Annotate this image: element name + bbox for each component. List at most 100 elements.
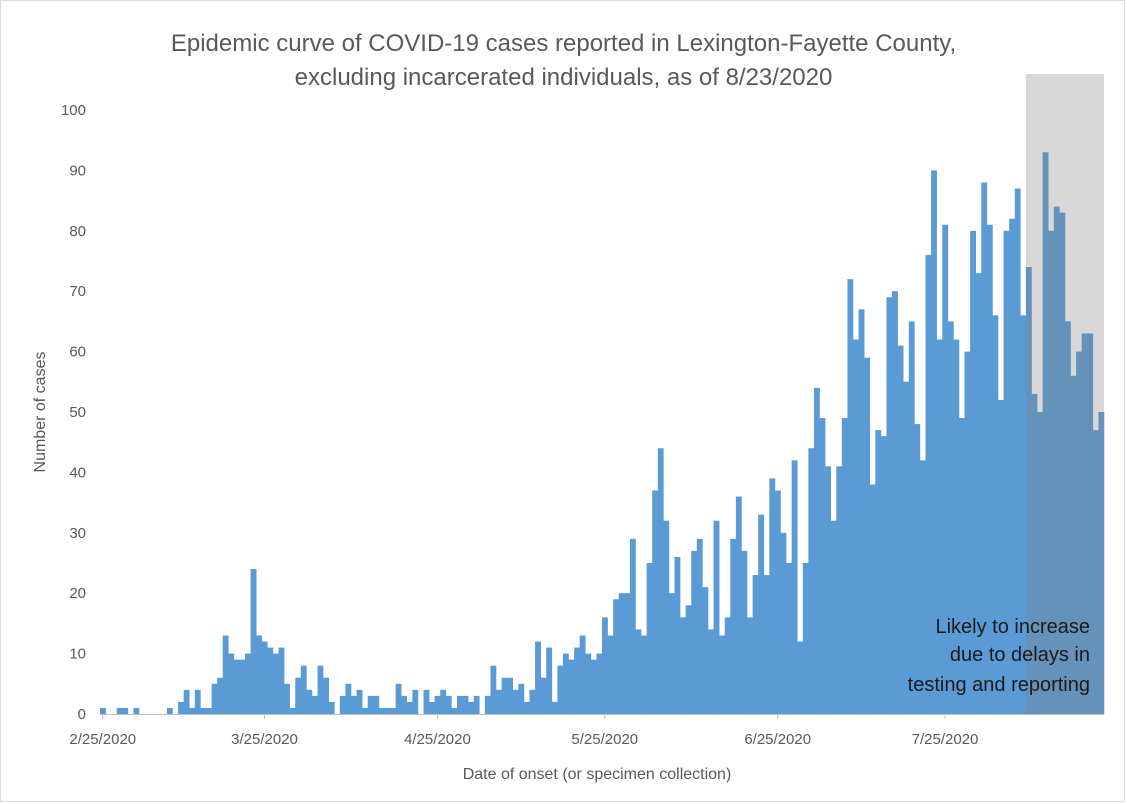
bar <box>808 448 815 714</box>
bar <box>908 321 915 714</box>
bar <box>445 695 452 714</box>
bar <box>780 532 787 714</box>
bar <box>272 653 279 714</box>
bar <box>1081 333 1088 714</box>
bar <box>992 315 999 714</box>
y-tick-label: 0 <box>78 706 86 723</box>
bar <box>529 689 536 714</box>
bar <box>1048 230 1055 715</box>
bar <box>1059 212 1066 714</box>
y-tick-label: 30 <box>69 525 86 542</box>
bar <box>473 695 480 714</box>
bar <box>774 490 781 714</box>
bar <box>841 418 848 714</box>
bar <box>178 701 184 714</box>
bar <box>1092 430 1099 714</box>
bar <box>540 677 547 714</box>
bar <box>551 701 558 714</box>
bar <box>395 683 402 714</box>
bar <box>518 683 525 714</box>
bar <box>947 321 954 714</box>
bar <box>222 635 229 714</box>
y-tick-label: 80 <box>69 223 86 240</box>
bar <box>429 701 435 714</box>
bar <box>256 635 263 714</box>
bar <box>897 345 904 714</box>
bar <box>317 665 324 714</box>
bar <box>758 514 765 714</box>
bar <box>367 695 374 714</box>
bar <box>925 254 932 714</box>
bar <box>1031 393 1038 714</box>
bar <box>680 617 686 714</box>
bar <box>1003 230 1010 715</box>
bar <box>724 617 731 714</box>
bar <box>250 569 257 714</box>
bar <box>769 478 776 714</box>
bar <box>892 291 898 714</box>
bar <box>390 707 396 714</box>
x-tick-label: 7/25/2020 <box>912 731 979 748</box>
bar <box>351 695 357 714</box>
bar <box>574 647 580 714</box>
bar <box>468 701 475 714</box>
bar <box>1070 375 1077 714</box>
bar <box>953 339 960 714</box>
bar <box>356 689 363 714</box>
bar <box>523 701 530 714</box>
bar <box>1037 412 1043 714</box>
bar <box>919 460 926 714</box>
bar <box>707 629 714 714</box>
bar <box>641 635 647 714</box>
bar <box>401 695 408 714</box>
bar <box>462 695 469 714</box>
bar <box>205 707 212 714</box>
bar <box>970 230 977 715</box>
y-axis-ticks: 0 10 20 30 40 50 60 70 80 90 100 <box>61 102 86 723</box>
bar <box>618 593 625 714</box>
chart-title: Epidemic curve of COVID-19 cases reporte… <box>170 30 957 57</box>
bar <box>440 689 447 714</box>
bar <box>1098 412 1105 714</box>
bar <box>562 653 569 714</box>
bar <box>501 677 508 714</box>
bar <box>602 617 608 714</box>
bar <box>813 387 820 714</box>
bar <box>713 520 720 714</box>
bar <box>289 707 296 714</box>
bar <box>936 339 943 714</box>
bar <box>886 297 893 714</box>
bar <box>1053 206 1060 714</box>
bar <box>373 695 380 714</box>
bar <box>880 436 887 714</box>
bar <box>797 641 804 714</box>
y-tick-label: 90 <box>69 162 86 179</box>
bar <box>830 520 837 714</box>
bar <box>853 339 859 714</box>
bar <box>490 665 497 714</box>
y-tick-label: 50 <box>69 404 86 421</box>
x-axis-ticks: 2/25/2020 3/25/2020 4/25/2020 5/25/2020 6/25… <box>69 714 978 748</box>
y-tick-label: 20 <box>69 585 86 602</box>
x-axis-label: Date of onset (or specimen collection) <box>463 766 732 783</box>
bar <box>858 309 865 714</box>
bar <box>763 575 770 714</box>
bar <box>557 665 564 714</box>
bar <box>306 689 313 714</box>
bar <box>133 707 140 714</box>
bar <box>323 677 329 714</box>
bar <box>311 695 318 714</box>
bar <box>535 641 541 714</box>
bar <box>747 617 753 714</box>
bar <box>345 683 352 714</box>
bar <box>378 707 385 714</box>
x-tick-label: 5/25/2020 <box>571 731 638 748</box>
bar <box>1087 333 1094 714</box>
bar <box>668 593 675 714</box>
bar <box>958 418 965 714</box>
bar <box>211 683 218 714</box>
bar <box>802 563 809 714</box>
bar <box>629 538 636 714</box>
y-tick-label: 10 <box>69 646 86 663</box>
